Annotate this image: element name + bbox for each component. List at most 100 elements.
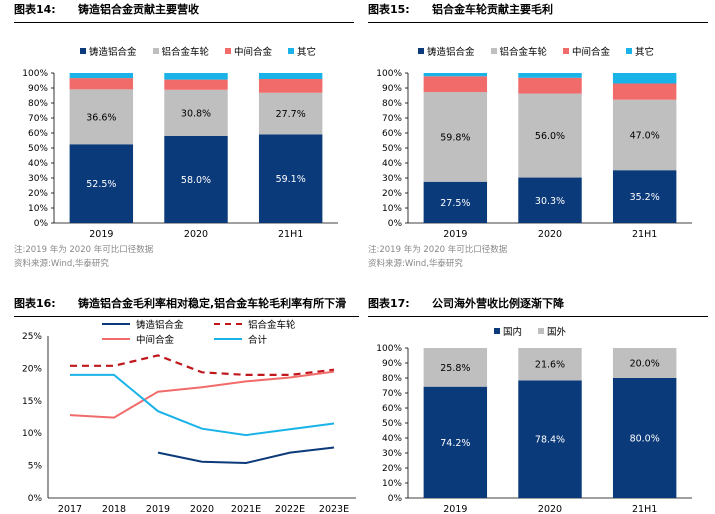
y-tick-label: 60% [28, 129, 48, 139]
bar-segment [612, 378, 677, 498]
y-tick-label: 30% [382, 449, 402, 459]
figure-number: 图表16: [14, 297, 56, 310]
legend-item: 中间合金 [102, 332, 214, 346]
figure-title: 图表14: 铸造铝合金贡献主要营收 [14, 0, 354, 22]
legend-item: 铝合金车轮 [490, 44, 548, 58]
legend-label: 其它 [635, 47, 655, 58]
bar-segment [258, 134, 323, 223]
series-line [157, 446, 335, 465]
series-line [70, 373, 335, 437]
figure-title-text: 铸造铝合金毛利率相对稳定,铝合金车轮毛利率有所下滑 [78, 297, 347, 310]
data-label: 58.0% [181, 175, 211, 186]
bar-segment [612, 73, 677, 84]
stacked-bar-chart: 0% 10% 20% 30% 40% 50% 60% 70% 80% 90% 100% 27.5% 59… [376, 69, 692, 240]
x-tick-label: 2023E [319, 504, 349, 514]
bar-segment [258, 73, 323, 79]
series-line [69, 370, 335, 419]
x-tick-label: 2020 [538, 229, 562, 240]
y-tick-label: 80% [382, 374, 402, 384]
y-tick-label: 30% [28, 174, 48, 184]
legend-swatch [418, 48, 424, 54]
bar-segment [612, 83, 677, 100]
data-label: 27.5% [440, 198, 470, 209]
figure-title: 图表16: 铸造铝合金毛利率相对稳定,铝合金车轮毛利率有所下滑 [14, 294, 359, 316]
bar-segment [69, 89, 134, 145]
series-line [70, 354, 335, 376]
bar-segment [423, 348, 488, 387]
legend-label: 中间合金 [234, 47, 273, 58]
legend-line [102, 322, 130, 325]
data-label: 25.8% [440, 363, 470, 374]
y-tick-label: 50% [28, 144, 48, 154]
figure-number: 图表15: [368, 3, 410, 16]
x-tick-label: 2020 [538, 504, 562, 514]
y-tick-label: 0% [388, 494, 403, 504]
bar-segment [612, 348, 677, 378]
legend-item: 其它 [288, 44, 316, 58]
legend-swatch [490, 48, 497, 54]
chart-legend: 铸造铝合金 铝合金车轮 中间合金 其它 [80, 44, 332, 58]
bar-segment [423, 386, 488, 498]
bar-segment [423, 73, 488, 77]
legend-line [102, 337, 130, 340]
legend-label: 国外 [547, 327, 567, 338]
legend-item: 中间合金 [563, 44, 610, 58]
y-tick-label: 40% [382, 159, 402, 169]
bar-segment [423, 181, 488, 223]
bar-segment [612, 170, 677, 223]
y-tick-label: 90% [382, 359, 402, 369]
legend-swatch [626, 48, 633, 54]
legend-label: 中间合金 [572, 47, 611, 58]
legend-item: 中间合金 [225, 44, 272, 58]
y-tick-label: 100% [22, 69, 48, 79]
legend-item: 铸造铝合金 [80, 44, 137, 58]
bar-segment [423, 92, 488, 182]
legend-label: 铝合金车轮 [499, 47, 548, 58]
bar-segment [518, 177, 582, 223]
legend-swatch [225, 48, 232, 54]
y-tick-label: 10% [28, 204, 48, 214]
bar-segment [258, 79, 323, 93]
y-tick-label: 50% [382, 419, 402, 429]
bar-segment [164, 89, 228, 136]
y-tick-label: 10% [382, 479, 402, 489]
legend-item: 铸造铝合金 [418, 44, 475, 58]
x-tick-label: 2021E [231, 504, 261, 514]
legend-label: 铝合金车轮 [248, 319, 296, 331]
legend-label: 中间合金 [136, 334, 175, 346]
x-tick-label: 2019 [443, 229, 467, 240]
data-label: 52.5% [86, 179, 116, 190]
y-tick-label: 50% [382, 144, 402, 154]
title-rule [368, 22, 708, 23]
legend-swatch [152, 48, 159, 54]
legend-label: 其它 [297, 47, 317, 58]
y-tick-label: 30% [382, 174, 402, 184]
data-label: 47.0% [630, 130, 660, 141]
title-rule [14, 22, 354, 23]
data-label: 30.3% [535, 196, 565, 207]
figure-title-text: 铝合金车轮贡献主要毛利 [432, 3, 553, 16]
data-label: 20.0% [630, 359, 660, 370]
data-label: 59.1% [276, 174, 306, 185]
legend-line [214, 322, 242, 325]
bar-segment [69, 78, 134, 90]
y-tick-label: 80% [28, 99, 48, 109]
legend-swatch [80, 48, 86, 54]
legend-swatch [538, 328, 545, 334]
y-tick-label: 0% [28, 494, 43, 504]
data-label: 78.4% [535, 435, 565, 446]
legend-label: 铸造铝合金 [136, 319, 184, 331]
y-tick-label: 100% [376, 344, 402, 354]
figure-title: 图表17: 公司海外营收比例逐渐下降 [368, 294, 708, 316]
data-label: 74.2% [440, 438, 470, 449]
y-tick-label: 40% [28, 159, 48, 169]
legend-item: 合计 [214, 332, 326, 346]
bar-segment [423, 76, 488, 93]
figure-title: 图表15: 铝合金车轮贡献主要毛利 [368, 0, 708, 22]
y-tick-label: 90% [28, 84, 48, 94]
legend-label: 铸造铝合金 [427, 47, 475, 58]
y-tick-label: 0% [34, 219, 49, 229]
bar-segment [518, 77, 582, 94]
x-tick-label: 2020 [184, 229, 208, 240]
bar-segment [518, 73, 582, 78]
